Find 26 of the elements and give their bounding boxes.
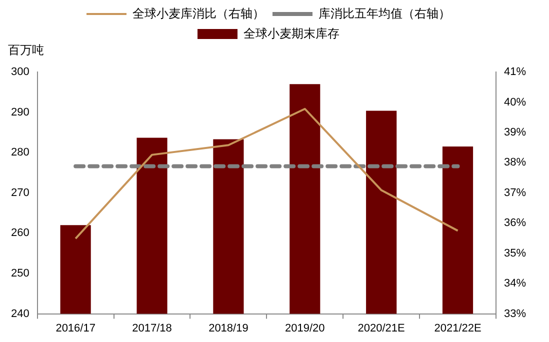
y2-tick-label: 36% (504, 217, 526, 230)
y-tick-label: 240 (10, 308, 30, 320)
y2-tick-label: 39% (504, 126, 526, 138)
y2-tick-label: 38% (504, 156, 526, 169)
legend-label: 全球小麦库消比（右轴） (132, 6, 264, 20)
y-axis-title: 百万吨 (8, 42, 44, 59)
y2-tick-label: 35% (504, 247, 526, 260)
y-tick-label: 250 (10, 268, 30, 280)
x-tick-label: 2019/20 (285, 322, 325, 334)
y2-tick-label: 33% (504, 308, 526, 320)
legend-label: 全球小麦期末库存 (244, 26, 340, 40)
y-tick-label: 290 (10, 106, 30, 118)
legend-label: 库消比五年均值（右轴） (318, 6, 450, 20)
x-tick-label: 2016/17 (56, 322, 96, 334)
x-tick-label: 2021/22E (434, 322, 482, 334)
y-tick-label: 270 (10, 186, 30, 199)
y-tick-label: 300 (10, 66, 30, 78)
y2-tick-label: 37% (504, 186, 526, 199)
y2-tick-label: 41% (504, 66, 526, 78)
y2-tick-label: 34% (504, 278, 526, 290)
y-tick-label: 260 (10, 227, 30, 240)
y2-tick-label: 40% (504, 96, 526, 108)
x-tick-label: 2018/19 (208, 322, 248, 334)
y-tick-label: 280 (10, 146, 30, 159)
x-tick-label: 2020/21E (358, 322, 405, 334)
x-tick-label: 2017/18 (132, 322, 172, 334)
